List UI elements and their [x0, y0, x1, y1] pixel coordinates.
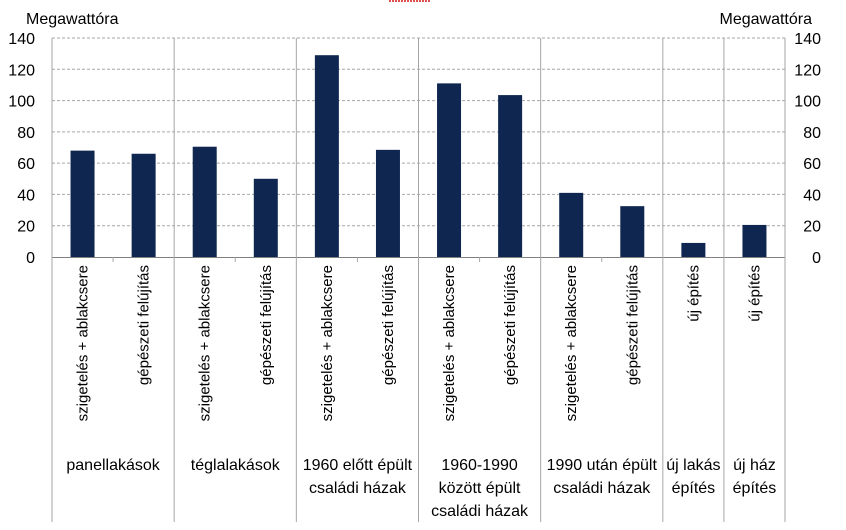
y-tick-label-right: 60	[803, 156, 821, 173]
bar	[498, 95, 523, 257]
y-tick-label-left: 20	[17, 219, 35, 236]
bar	[375, 149, 400, 257]
category-label: szigetelés + ablakcsere	[563, 265, 580, 421]
y-tick-label-left: 0	[26, 250, 35, 267]
left-axis-unit-label: Megawattóra	[26, 11, 119, 28]
group-label-line: között épült	[439, 480, 521, 497]
bar	[70, 150, 95, 257]
group-label-line: téglalakások	[191, 457, 281, 474]
y-tick-label-left: 120	[8, 62, 35, 79]
category-label: szigetelés + ablakcsere	[75, 265, 92, 421]
category-label: gépészeti felújítás	[136, 265, 153, 385]
y-tick-label-left: 40	[17, 187, 35, 204]
category-label: szigetelés + ablakcsere	[197, 265, 214, 421]
group-label-line: családi házak	[553, 480, 651, 497]
category-labels: szigetelés + ablakcsere gépészeti felújít…	[75, 265, 764, 421]
bar	[437, 83, 462, 257]
category-label: új építés	[685, 265, 702, 322]
group-label: 1960 előtt épült családi házak	[303, 457, 413, 497]
category-label: gépészeti felújítás	[502, 265, 519, 385]
y-tick-label-right: 40	[803, 187, 821, 204]
group-label: 1990 után épült családi házak	[547, 457, 658, 497]
group-label-line: családi házak	[431, 503, 529, 520]
group-label: új lakás építés	[666, 457, 720, 497]
group-label-line: új lakás	[666, 457, 720, 474]
y-tick-label-left: 60	[17, 156, 35, 173]
right-axis-ticks: 0 20 40 60 80 100 120 140	[794, 31, 821, 267]
bar	[681, 242, 706, 257]
y-tick-label-left: 140	[8, 31, 35, 48]
bar	[314, 55, 339, 258]
group-label: téglalakások	[191, 457, 281, 474]
y-tick-label-right: 140	[794, 31, 821, 48]
group-label-line: 1960-1990	[441, 457, 518, 474]
y-tick-label-right: 120	[794, 62, 821, 79]
group-label-line: új ház	[733, 457, 776, 474]
y-tick-label-left: 80	[17, 125, 35, 142]
category-label: szigetelés + ablakcsere	[319, 265, 336, 421]
y-tick-label-right: 80	[803, 125, 821, 142]
group-label-line: 1960 előtt épült	[303, 457, 413, 474]
group-labels: panellakások téglalakások 1960 előtt épült…	[66, 457, 776, 520]
category-label: gépészeti felújítás	[624, 265, 641, 385]
group-label-line: panellakások	[66, 457, 160, 474]
group-label: 1960-1990 között épült családi házak	[431, 457, 529, 520]
category-label: gépészeti felújítás	[380, 265, 397, 385]
group-label-line: építés	[672, 480, 716, 497]
group-label-line: családi házak	[309, 480, 407, 497]
group-label-line: 1990 után épült	[547, 457, 658, 474]
y-tick-label-left: 100	[8, 94, 35, 111]
left-axis-ticks: 0 20 40 60 80 100 120 140	[8, 31, 35, 267]
category-label: új építés	[746, 265, 763, 322]
bar	[253, 178, 278, 257]
right-axis-unit-label: Megawattóra	[720, 11, 813, 28]
group-label: panellakások	[66, 457, 160, 474]
bar	[559, 192, 584, 257]
category-label: szigetelés + ablakcsere	[441, 265, 458, 421]
bars	[70, 55, 767, 258]
category-label: gépészeti felújítás	[258, 265, 275, 385]
y-tick-label-right: 20	[803, 219, 821, 236]
y-tick-label-right: 100	[794, 94, 821, 111]
group-label-line: építés	[733, 480, 777, 497]
bar	[131, 153, 156, 257]
category-separators	[51, 38, 786, 522]
bar	[742, 224, 767, 257]
y-tick-label-right: 0	[812, 250, 821, 267]
bar	[192, 146, 217, 257]
bar	[620, 206, 645, 257]
group-label: új ház építés	[733, 457, 777, 497]
